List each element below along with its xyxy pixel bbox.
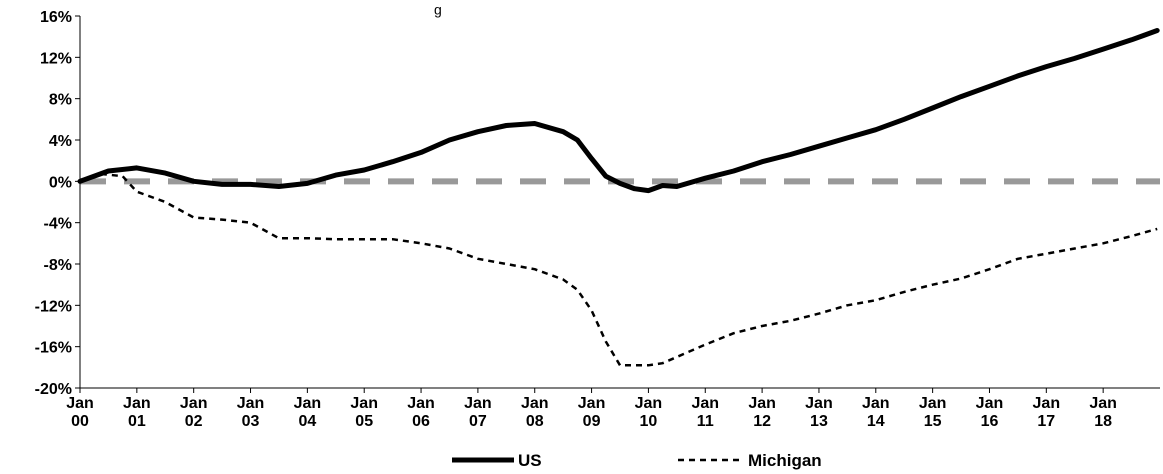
x-tick-label-year: 07: [469, 413, 487, 430]
x-tick-label-year: 05: [355, 413, 373, 430]
x-tick-label-month: Jan: [691, 395, 719, 412]
legend: US Michigan: [452, 451, 822, 470]
series-line-michigan: [79, 172, 1158, 367]
y-tick-label: 16%: [40, 9, 72, 26]
x-tick-label-month: Jan: [350, 395, 378, 412]
legend-label-us: US: [518, 451, 542, 470]
x-tick-label-month: Jan: [635, 395, 663, 412]
x-tick-label-month: Jan: [407, 395, 435, 412]
y-tick-label: -16%: [35, 340, 72, 357]
x-tick-label-year: 15: [924, 413, 942, 430]
x-tick-label-month: Jan: [521, 395, 549, 412]
x-tick-label-month: Jan: [1033, 395, 1061, 412]
x-tick-label-month: Jan: [66, 395, 94, 412]
x-tick-label-year: 10: [640, 413, 658, 430]
series-layer: [77, 28, 1160, 367]
legend-label-michigan: Michigan: [748, 451, 822, 470]
x-tick-label-year: 02: [185, 413, 203, 430]
x-tick-label-year: 06: [412, 413, 430, 430]
x-tick-label-year: 13: [810, 413, 828, 430]
x-tick-label-year: 04: [298, 413, 316, 430]
x-tick-label-month: Jan: [578, 395, 606, 412]
y-tick-label: -20%: [35, 381, 72, 398]
x-tick-label-month: Jan: [1089, 395, 1117, 412]
x-tick-label-month: Jan: [976, 395, 1004, 412]
x-tick-label-month: Jan: [919, 395, 947, 412]
axes: 16%12%8%4%0%-4%-8%-12%-16%-20%Jan00Jan01…: [35, 9, 1160, 430]
x-tick-label-month: Jan: [748, 395, 776, 412]
x-tick-label-month: Jan: [805, 395, 833, 412]
y-tick-label: 8%: [49, 92, 72, 109]
y-tick-label: 12%: [40, 50, 72, 67]
x-tick-label-year: 16: [981, 413, 999, 430]
x-tick-label-month: Jan: [464, 395, 492, 412]
x-tick-label-year: 12: [753, 413, 771, 430]
x-tick-label-year: 09: [583, 413, 601, 430]
x-tick-label-year: 11: [697, 413, 714, 430]
y-tick-label: 4%: [49, 133, 72, 150]
y-tick-label: -8%: [44, 257, 72, 274]
x-tick-label-month: Jan: [294, 395, 322, 412]
x-tick-label-month: Jan: [123, 395, 151, 412]
y-tick-label: -12%: [35, 298, 72, 315]
x-tick-label-year: 00: [71, 413, 89, 430]
chart-title-fragment: g: [434, 1, 442, 17]
series-line-us: [77, 28, 1160, 194]
x-tick-label-year: 14: [867, 413, 885, 430]
x-tick-label-year: 17: [1037, 413, 1055, 430]
y-tick-label: -4%: [44, 216, 72, 233]
x-tick-label-year: 18: [1094, 413, 1112, 430]
x-tick-label-month: Jan: [862, 395, 890, 412]
y-tick-label: 0%: [49, 174, 72, 191]
x-tick-label-year: 08: [526, 413, 544, 430]
x-tick-label-month: Jan: [180, 395, 208, 412]
x-tick-label-month: Jan: [237, 395, 265, 412]
x-tick-label-year: 01: [128, 413, 146, 430]
x-tick-label-year: 03: [242, 413, 260, 430]
